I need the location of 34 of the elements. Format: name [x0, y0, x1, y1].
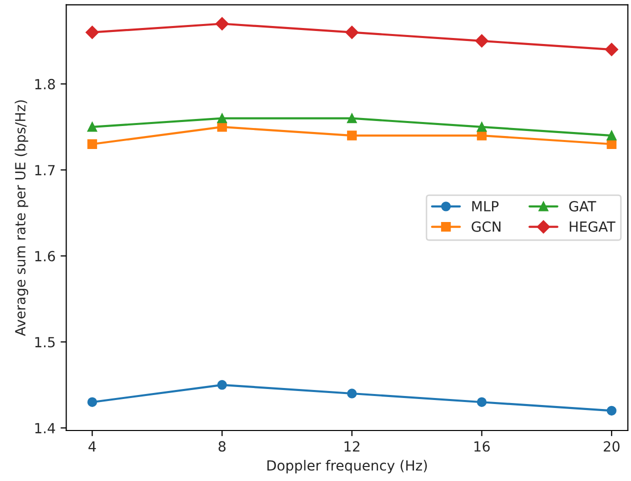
point	[347, 388, 357, 398]
point	[475, 34, 488, 48]
point	[217, 122, 227, 132]
point	[87, 397, 98, 407]
legend-label: GCN	[472, 221, 500, 232]
point	[347, 113, 357, 124]
point	[347, 130, 357, 140]
legend-label: HEGAT	[570, 221, 616, 232]
x-tick-label: 4	[88, 441, 96, 452]
point	[86, 26, 99, 39]
point	[217, 113, 227, 124]
point	[476, 397, 487, 407]
y-tick-label: 1.8	[35, 78, 55, 90]
y-tick-label: 1.5	[35, 337, 55, 348]
y-axis-title: Average sum rate per UE (bps/Hz)	[14, 100, 28, 336]
x-tick-label: 8	[218, 441, 226, 452]
point	[87, 139, 98, 149]
point	[217, 380, 227, 390]
x-tick-label: 20	[604, 441, 620, 452]
point	[606, 130, 616, 140]
y-tick-label: 1.6	[35, 250, 55, 262]
point	[605, 42, 618, 56]
x-tick-label: 16	[474, 441, 490, 452]
x-axis-title: Doppler frequency (Hz)	[267, 460, 427, 474]
y-tick-label: 1.4	[35, 423, 56, 434]
legend-label: MLP	[472, 201, 499, 212]
y-tick-label: 1.7	[35, 165, 55, 176]
point	[606, 406, 616, 416]
point	[87, 122, 98, 132]
point	[215, 17, 229, 30]
point	[345, 26, 359, 39]
x-tick-label: 12	[344, 441, 360, 452]
point	[476, 122, 487, 132]
legend-label: GAT	[569, 200, 596, 212]
